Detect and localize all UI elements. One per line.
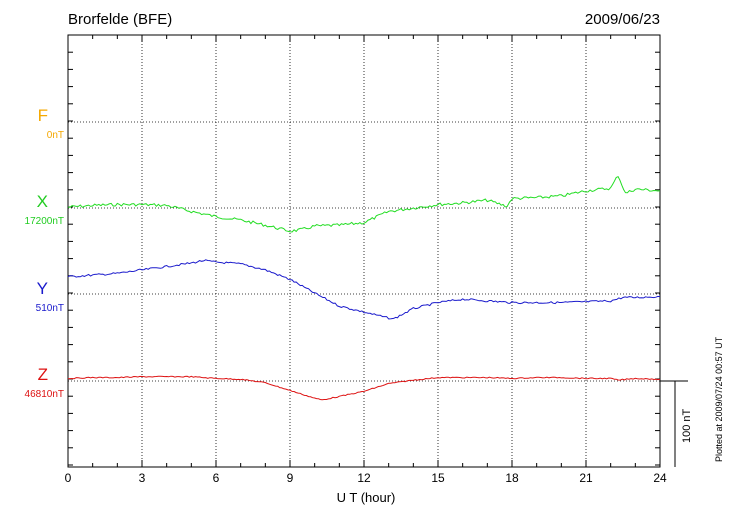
x-tick-label-18: 18	[505, 471, 519, 485]
scale-bar: 100 nT	[660, 380, 693, 467]
station-title: Brorfelde (BFE)	[68, 11, 173, 28]
component-label-y: Y	[36, 279, 48, 298]
baseline-label-x: 17200nT	[24, 216, 64, 227]
x-tick-label-0: 0	[65, 471, 72, 485]
axis-ticks	[67, 34, 661, 467]
baseline-label-z: 46810nT	[24, 389, 64, 400]
x-axis-label: U T (hour)	[337, 490, 396, 505]
series-line-x	[67, 175, 661, 233]
series-line-z	[67, 375, 661, 401]
x-tick-label-12: 12	[357, 471, 371, 485]
series-line-y	[67, 259, 661, 320]
series-lines	[67, 175, 661, 401]
x-tick-label-21: 21	[579, 471, 593, 485]
x-tick-label-9: 9	[287, 471, 294, 485]
x-tick-label-3: 3	[139, 471, 146, 485]
date-title: 2009/06/23	[584, 11, 660, 28]
baseline-label-y: 510nT	[35, 303, 64, 314]
x-tick-label-15: 15	[431, 471, 445, 485]
scale-bar-label: 100 nT	[681, 408, 693, 443]
grid-lines	[68, 35, 660, 467]
plotted-timestamp: Plotted at 2009/07/24 00:57 UT	[714, 336, 724, 462]
component-label-z: Z	[37, 365, 48, 384]
component-label-x: X	[36, 192, 48, 211]
x-tick-label-6: 6	[213, 471, 220, 485]
component-label-f: F	[37, 106, 48, 125]
baseline-label-f: 0nT	[46, 130, 64, 141]
x-tick-label-24: 24	[653, 471, 667, 485]
x-tick-labels: 0 3 6 9 12 15 18 21 24	[65, 471, 667, 485]
